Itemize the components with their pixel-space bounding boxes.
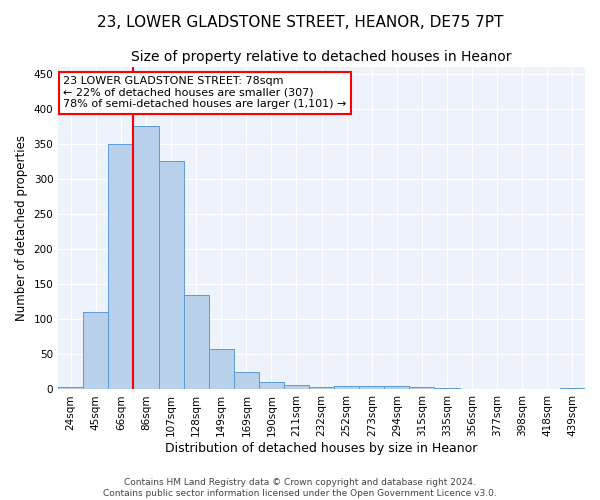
Text: 23 LOWER GLADSTONE STREET: 78sqm
← 22% of detached houses are smaller (307)
78% : 23 LOWER GLADSTONE STREET: 78sqm ← 22% o… [64,76,347,110]
Bar [284,385,309,390]
Bar [409,388,434,390]
Bar [259,382,284,390]
Bar [385,386,409,390]
Bar [434,388,460,390]
Bar [560,388,585,390]
Bar [83,312,109,390]
Bar [158,162,184,390]
Text: 23, LOWER GLADSTONE STREET, HEANOR, DE75 7PT: 23, LOWER GLADSTONE STREET, HEANOR, DE75… [97,15,503,30]
Bar [334,386,359,390]
Bar [460,389,485,390]
Bar [359,386,385,390]
Bar [109,144,133,390]
Text: Contains HM Land Registry data © Crown copyright and database right 2024.
Contai: Contains HM Land Registry data © Crown c… [103,478,497,498]
Bar [58,386,83,390]
Bar [209,350,234,390]
Bar [234,372,259,390]
Y-axis label: Number of detached properties: Number of detached properties [15,135,28,321]
X-axis label: Distribution of detached houses by size in Heanor: Distribution of detached houses by size … [166,442,478,455]
Bar [184,294,209,390]
Bar [133,126,158,390]
Title: Size of property relative to detached houses in Heanor: Size of property relative to detached ho… [131,50,512,64]
Bar [309,388,334,390]
